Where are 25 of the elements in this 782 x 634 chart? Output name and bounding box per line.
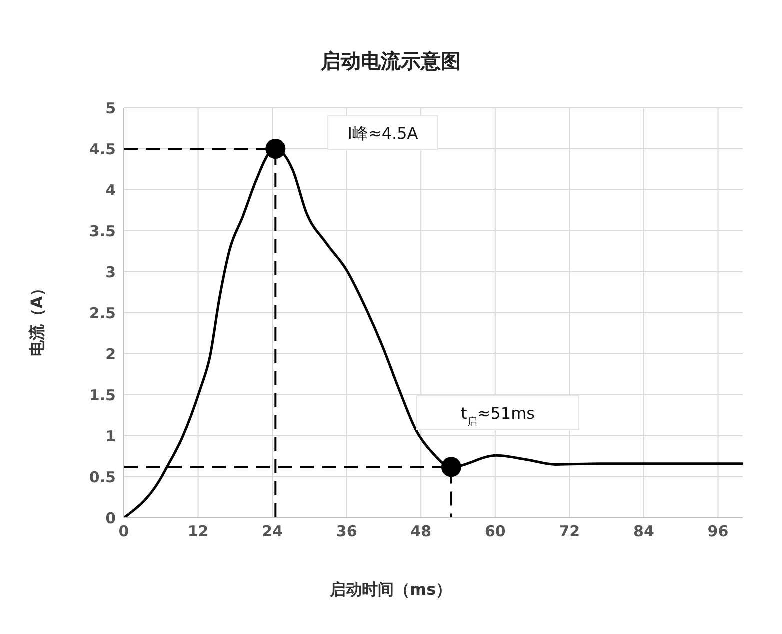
- annotation: I峰≈4.5A: [348, 124, 418, 143]
- y-tick-label: 5: [106, 99, 116, 118]
- chart-title: 启动电流示意图: [320, 48, 462, 75]
- y-tick-label: 3.5: [89, 222, 116, 240]
- y-tick-label: 2.5: [89, 304, 116, 322]
- y-tick-label: 1.5: [89, 386, 116, 404]
- x-tick-label: 96: [708, 522, 729, 541]
- y-axis-title: 电流（A）: [28, 279, 48, 359]
- y-tick-label: 3: [106, 263, 116, 282]
- y-tick-label: 4.5: [89, 140, 116, 158]
- x-tick-label: 72: [559, 522, 580, 541]
- x-tick-label: 48: [410, 522, 432, 541]
- x-tick-label: 36: [336, 522, 358, 541]
- y-tick-label: 0: [106, 509, 116, 528]
- y-tick-label: 0.5: [89, 468, 116, 486]
- annotation: t$_{启}$≈51ms: [461, 404, 535, 428]
- x-tick-label: 12: [188, 522, 209, 541]
- x-tick-label: 60: [484, 522, 506, 541]
- x-axis-title: 启动时间（ms）: [328, 580, 454, 601]
- x-tick-label: 0: [118, 522, 130, 541]
- y-tick-label: 2: [106, 345, 116, 364]
- x-tick-label: 24: [262, 522, 283, 541]
- y-tick-label: 4: [106, 181, 116, 200]
- x-tick-label: 84: [634, 522, 654, 541]
- y-tick-label: 1: [106, 427, 116, 446]
